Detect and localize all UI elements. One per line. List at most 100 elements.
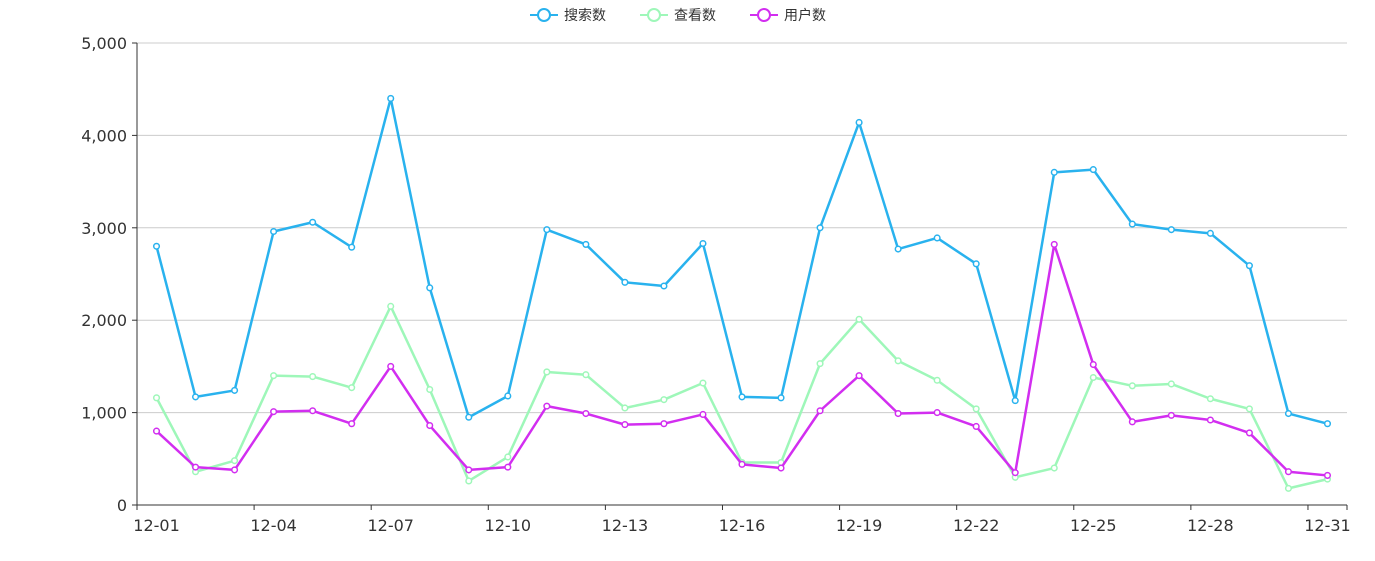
data-point [855, 315, 863, 323]
y-tick-label: 2,000 [81, 311, 127, 330]
y-tick-label: 1,000 [81, 404, 127, 423]
y-tick-label: 0 [117, 496, 127, 515]
data-point [1245, 429, 1253, 437]
data-point [738, 393, 746, 401]
data-point [465, 477, 473, 485]
x-tick-label: 12-28 [1187, 516, 1234, 535]
data-point [152, 242, 161, 250]
data-point [582, 240, 590, 248]
legend-label: 用户数 [784, 7, 826, 24]
series-line [155, 97, 1328, 425]
data-point [894, 409, 902, 418]
data-point [504, 463, 512, 471]
y-axis: 0 1,000 2,000 3,000 4,000 5,000 [81, 34, 138, 515]
series-line [155, 243, 1328, 477]
legend-swatch-marker [647, 8, 661, 22]
series-3 [152, 240, 1332, 479]
x-axis: 12-01 12-04 12-07 12-10 12-13 12-16 12-19 12-22… [133, 504, 1351, 535]
data-point [152, 427, 161, 435]
x-tick-label: 12-13 [602, 516, 649, 535]
data-point [1011, 469, 1019, 477]
data-point [1284, 484, 1293, 492]
data-point [270, 227, 278, 236]
data-point [582, 409, 590, 418]
data-point [309, 407, 317, 415]
x-tick-label: 12-01 [133, 516, 180, 535]
data-point [426, 421, 434, 430]
data-point [660, 282, 668, 290]
data-point [894, 245, 902, 253]
legend-item: 搜索数 [530, 7, 606, 24]
data-point [348, 243, 356, 251]
data-point [972, 405, 980, 413]
data-point [191, 393, 200, 401]
data-point [972, 260, 980, 268]
data-point [1011, 397, 1019, 405]
data-point [1245, 262, 1253, 270]
data-point [1206, 229, 1214, 237]
data-point [699, 410, 707, 418]
data-point [504, 453, 512, 461]
data-point [738, 460, 746, 468]
data-point [894, 357, 902, 365]
data-point [543, 226, 551, 234]
data-point [231, 457, 239, 465]
x-tick-label: 12-07 [367, 516, 414, 535]
data-point [465, 466, 473, 474]
data-point [1050, 168, 1058, 176]
x-tick-label: 12-31 [1304, 516, 1351, 535]
data-point [1128, 220, 1136, 228]
legend-item: 查看数 [640, 8, 716, 24]
data-point [855, 118, 863, 127]
data-point [348, 420, 356, 428]
data-point [426, 385, 434, 394]
data-point [699, 379, 707, 387]
data-point [816, 360, 824, 368]
data-point [621, 278, 629, 286]
x-tick-label: 12-22 [953, 516, 1000, 535]
data-point [1050, 464, 1058, 472]
x-tick-label: 12-16 [719, 516, 766, 535]
data-point [387, 362, 395, 370]
data-point [933, 234, 941, 242]
y-tick-label: 5,000 [81, 34, 127, 53]
data-point [231, 466, 239, 474]
data-point [1206, 395, 1214, 403]
series-group [152, 94, 1332, 492]
x-tick-label: 12-25 [1070, 516, 1117, 535]
data-point [1089, 361, 1097, 369]
data-point [387, 94, 395, 102]
x-tick-label: 12-10 [485, 516, 532, 535]
data-point [270, 372, 278, 380]
data-point [933, 376, 941, 384]
x-tick-label: 12-19 [836, 516, 883, 535]
legend-label: 查看数 [674, 8, 716, 24]
data-point [1167, 411, 1175, 419]
data-point [1089, 166, 1097, 174]
data-point [465, 413, 473, 421]
data-point [309, 218, 317, 226]
data-point [1284, 409, 1293, 418]
legend-swatch-marker [537, 8, 551, 22]
data-point [1323, 471, 1332, 479]
series-1 [152, 94, 1332, 428]
data-point [348, 384, 356, 392]
data-point [621, 404, 629, 412]
data-point [543, 368, 551, 376]
data-point [972, 422, 980, 431]
legend-item: 用户数 [750, 7, 826, 24]
data-point [933, 409, 941, 417]
data-point [504, 392, 512, 400]
data-point [152, 394, 161, 402]
legend-swatch-marker [757, 8, 771, 22]
data-point [855, 372, 863, 380]
data-point [1284, 468, 1293, 476]
data-point [309, 373, 317, 381]
y-tick-label: 4,000 [81, 126, 127, 145]
data-point [1128, 418, 1136, 426]
data-point [270, 408, 278, 416]
legend: 搜索数 查看数 用户数 [530, 7, 826, 24]
data-point [1050, 240, 1058, 248]
data-point [1167, 226, 1175, 234]
